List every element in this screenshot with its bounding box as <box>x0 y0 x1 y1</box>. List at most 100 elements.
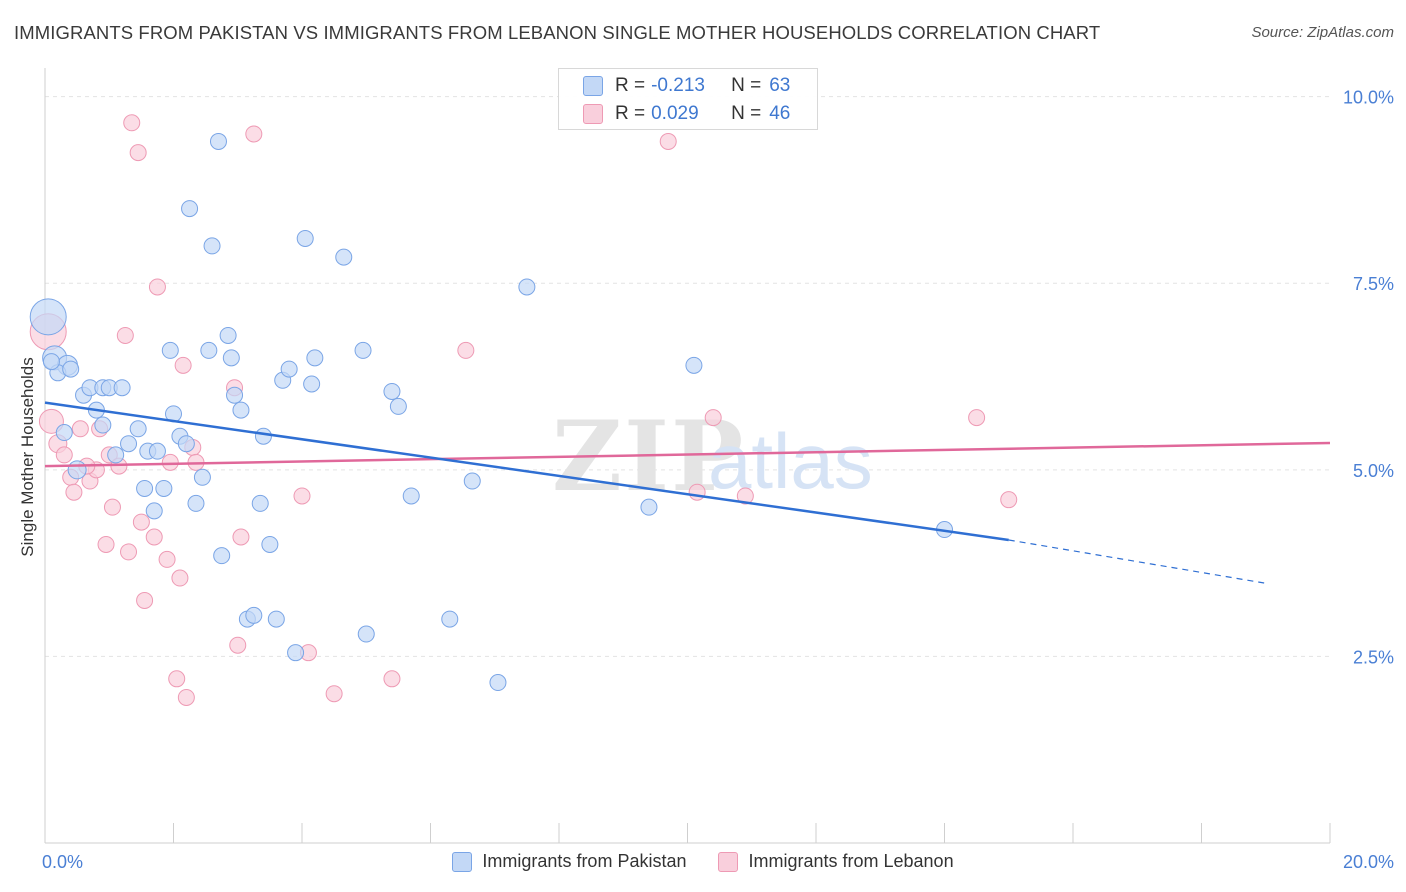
pakistan-point <box>29 298 67 336</box>
legend-label-lebanon: Immigrants from Lebanon <box>748 851 954 871</box>
lebanon-point <box>38 408 64 434</box>
pakistan-point <box>42 353 60 371</box>
lebanon-point <box>704 409 722 427</box>
pakistan-point <box>94 416 112 434</box>
lebanon-point <box>148 278 166 296</box>
pakistan-point <box>62 360 80 378</box>
pakistan-point <box>245 606 263 624</box>
correlation-legend: R = -0.213 N = 63 R = 0.029 N = 46 <box>558 68 818 130</box>
pakistan-point <box>181 200 199 218</box>
axis-layer <box>44 68 1331 844</box>
legend-row-pakistan: R = -0.213 N = 63 <box>583 75 790 97</box>
lebanon-point <box>65 483 83 501</box>
pakistan-point <box>402 487 420 505</box>
legend-label-pakistan: Immigrants from Pakistan <box>482 851 687 871</box>
pakistan-point <box>226 386 244 404</box>
pakistan-point <box>306 349 324 367</box>
r-value: -0.213 <box>651 75 705 96</box>
lebanon-trend-line <box>44 441 1331 468</box>
pakistan-point <box>640 498 658 516</box>
watermark-atlas: atlas <box>708 417 873 505</box>
y-tick-label: 5.0% <box>1353 461 1394 481</box>
pakistan-point <box>280 360 298 378</box>
lebanon-point <box>120 543 138 561</box>
lebanon-swatch <box>583 104 603 124</box>
lebanon-point <box>688 483 706 501</box>
series-legend: Immigrants from Pakistan Immigrants from… <box>0 851 1406 872</box>
n-label: N = <box>731 103 762 124</box>
pakistan-point <box>107 446 125 464</box>
x-tick-label-min: 0.0% <box>42 852 84 872</box>
pakistan-point <box>251 494 269 512</box>
lebanon-point <box>168 670 186 688</box>
pakistan-point <box>55 424 73 442</box>
r-label: R = <box>615 75 646 96</box>
pakistan-point <box>685 356 703 374</box>
source-label: Source: ZipAtlas.com <box>1251 24 1394 41</box>
n-value: 46 <box>769 103 791 124</box>
r-value: 0.029 <box>651 103 699 124</box>
n-label: N = <box>731 75 762 96</box>
lebanon-point <box>232 528 250 546</box>
pakistan-point <box>136 479 154 497</box>
lebanon-point <box>145 528 163 546</box>
pakistan-point <box>120 435 138 453</box>
point-layer <box>29 114 1018 706</box>
lebanon-point <box>968 409 986 427</box>
lebanon-point <box>129 144 147 162</box>
y-axis-label: Single Mother Households <box>18 357 37 557</box>
pakistan-point <box>213 547 231 565</box>
pakistan-point <box>200 341 218 359</box>
legend-item-pakistan[interactable]: Immigrants from Pakistan <box>452 851 686 872</box>
lebanon-point <box>71 420 89 438</box>
lebanon-point <box>1000 491 1018 509</box>
lebanon-point <box>136 591 154 609</box>
pakistan-point <box>303 375 321 393</box>
lebanon-point <box>736 487 754 505</box>
pakistan-point <box>357 625 375 643</box>
pakistan-swatch <box>452 851 473 872</box>
pakistan-point <box>463 472 481 490</box>
lebanon-point <box>659 132 677 150</box>
pakistan-point <box>187 494 205 512</box>
pakistan-point <box>232 401 250 419</box>
lebanon-point <box>158 550 176 568</box>
lebanon-point <box>103 498 121 516</box>
lebanon-point <box>171 569 189 587</box>
pakistan-point <box>161 341 179 359</box>
pakistan-point <box>193 468 211 486</box>
pakistan-point <box>261 535 279 553</box>
x-tick-label-max: 20.0% <box>1342 852 1394 872</box>
pakistan-point <box>203 237 221 255</box>
y-tick-label: 2.5% <box>1353 647 1394 667</box>
lebanon-point <box>161 453 179 471</box>
pakistan-trend-extension <box>1008 539 1266 584</box>
legend-row-lebanon: R = 0.029 N = 46 <box>583 103 790 125</box>
pakistan-point <box>219 326 237 344</box>
lebanon-point <box>174 356 192 374</box>
pakistan-point <box>354 341 372 359</box>
pakistan-point <box>287 644 305 662</box>
grid-layer <box>45 96 1330 657</box>
lebanon-point <box>457 341 475 359</box>
pakistan-point <box>254 427 272 445</box>
pakistan-point <box>389 397 407 415</box>
lebanon-point <box>325 685 343 703</box>
pakistan-point <box>489 674 507 692</box>
pakistan-point <box>129 420 147 438</box>
pakistan-point <box>518 278 536 296</box>
y-tick-label: 7.5% <box>1353 274 1394 294</box>
lebanon-point <box>123 114 141 132</box>
lebanon-point <box>383 670 401 688</box>
legend-item-lebanon[interactable]: Immigrants from Lebanon <box>718 851 954 872</box>
pakistan-point <box>177 435 195 453</box>
pakistan-point <box>67 460 87 480</box>
pakistan-point <box>441 610 459 628</box>
lebanon-point <box>245 125 263 143</box>
pakistan-point <box>148 442 166 460</box>
lebanon-point <box>177 688 195 706</box>
pakistan-trend-line <box>44 401 1009 542</box>
pakistan-point <box>209 132 227 150</box>
pakistan-point <box>222 349 240 367</box>
